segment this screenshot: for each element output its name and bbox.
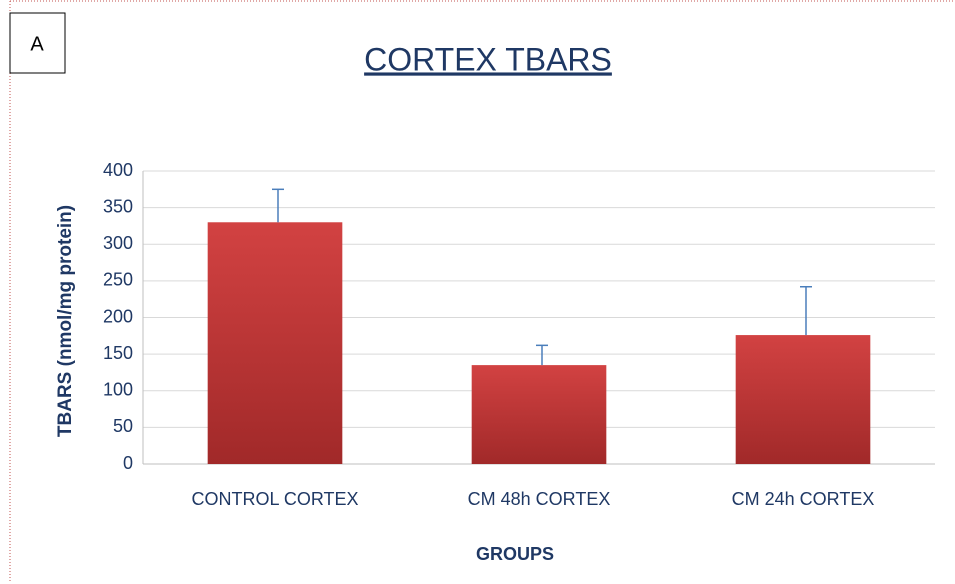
y-tick-label: 300 — [103, 233, 133, 253]
bar — [207, 222, 343, 464]
y-tick-label: 0 — [123, 453, 133, 473]
x-tick-label: CONTROL CORTEX — [191, 489, 358, 509]
y-tick-label: 50 — [113, 416, 133, 436]
panel-label: A — [30, 33, 44, 55]
y-tick-label: 150 — [103, 343, 133, 363]
chart-title: CORTEX TBARS — [364, 41, 612, 77]
x-tick-label: CM 24h CORTEX — [732, 489, 875, 509]
bar — [735, 335, 871, 464]
y-tick-label: 400 — [103, 160, 133, 180]
x-axis-label: GROUPS — [476, 544, 554, 564]
y-tick-label: 350 — [103, 196, 133, 216]
panel-box — [9, 12, 66, 74]
bar — [471, 365, 607, 464]
y-axis-label: TBARS (nmol/mg protein) — [55, 205, 76, 437]
y-tick-label: 100 — [103, 380, 133, 400]
x-tick-label: CM 48h CORTEX — [468, 489, 611, 509]
y-tick-label: 250 — [103, 270, 133, 290]
y-tick-label: 200 — [103, 306, 133, 326]
